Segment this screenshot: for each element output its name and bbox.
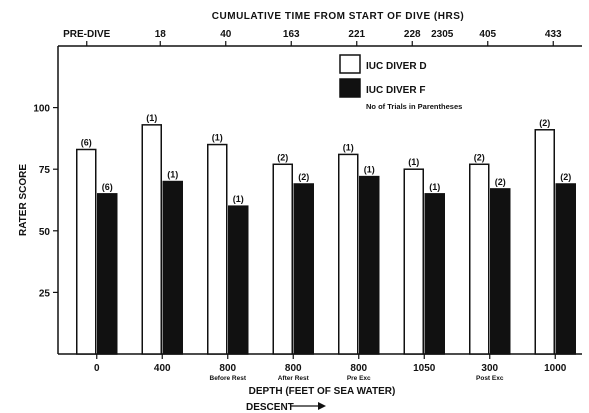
top-tick-label: 2305 [431,29,454,40]
legend-label-diver-f: IUC DIVER F [366,85,425,96]
top-tick-label: 228 [404,29,421,40]
x-tick-label: 800 [350,363,367,374]
bar-diver-f [97,193,118,355]
x-tick-label: 300 [481,363,498,374]
legend: IUC DIVER D IUC DIVER F No of Trials in … [339,54,462,111]
x-tick-sublabel: Pre Exc [347,375,371,382]
top-tick-label: 221 [348,29,365,40]
top-axis-ticks: PRE-DIVE 18 40 163 221 228 2305 405 433 [63,29,562,46]
legend-swatch-diver-f [339,78,361,98]
legend-swatch-diver-d [339,54,361,74]
top-tick-label: 405 [479,29,496,40]
bar-diver-d [272,163,293,355]
trial-label-diver-d: (6) [81,137,92,147]
bar-diver-d [469,163,490,355]
bar-diver-d [76,148,97,355]
bar-diver-f [293,183,314,355]
descent-arrow-icon [290,402,326,410]
y-tick-label: 75 [39,165,51,176]
legend-label-diver-d: IUC DIVER D [366,61,427,72]
trial-label-diver-d: (1) [146,113,157,123]
x-tick-sublabel: After Rest [278,375,310,382]
trial-label-diver-f: (1) [364,165,375,175]
trial-label-diver-d: (1) [343,142,354,152]
x-tick-label: 0 [94,363,100,374]
trial-label-diver-f: (2) [560,172,571,182]
trial-label-diver-d: (1) [212,133,223,143]
y-tick-label: 25 [39,288,51,299]
bar-diver-d [534,129,555,355]
y-tick-label: 50 [39,227,51,238]
x-axis-sublabel: DESCENT [246,402,294,413]
trial-label-diver-d: (2) [539,118,550,128]
x-axis-label: DEPTH (FEET OF SEA WATER) [249,386,396,397]
bar-diver-f [359,175,380,355]
x-tick-sublabel: Before Rest [210,375,247,382]
top-tick-label: 40 [220,29,232,40]
x-tick-sublabel: Post Exc [476,375,504,382]
top-axis-title: CUMULATIVE TIME FROM START OF DIVE (HRS) [212,11,464,22]
bars: (6) (6) (1) (1) (1) (1) (2) (2) (1) (1) (1) (1) (2) (… [76,113,576,355]
trial-label-diver-f: (1) [233,194,244,204]
x-tick-label: 1050 [413,363,436,374]
y-axis-label: RATER SCORE [18,164,29,236]
top-tick-label: 18 [155,29,167,40]
trial-label-diver-d: (2) [474,152,485,162]
trial-label-diver-f: (2) [495,177,506,187]
trial-label-diver-f: (2) [298,172,309,182]
bar-diver-f [490,188,511,355]
trial-label-diver-f: (1) [429,182,440,192]
bar-diver-f [555,183,576,355]
bar-diver-d [338,153,359,355]
x-tick-label: 400 [154,363,171,374]
trial-label-diver-d: (1) [408,157,419,167]
bar-diver-f [228,205,249,355]
bar-diver-d [403,168,424,355]
top-tick-label: 163 [283,29,300,40]
x-tick-label: 800 [219,363,236,374]
bar-diver-f [162,180,183,355]
y-axis-ticks: 25 50 75 100 [33,104,58,299]
y-tick-label: 100 [33,104,50,115]
legend-note: No of Trials in Parentheses [366,102,462,111]
top-tick-label: 433 [545,29,562,40]
trial-label-diver-d: (2) [277,152,288,162]
x-tick-label: 1000 [544,363,567,374]
top-tick-label: PRE-DIVE [63,29,111,40]
bar-diver-d [207,143,228,355]
bar-diver-d [141,124,162,355]
bar-diver-f [424,193,445,355]
trial-label-diver-f: (1) [167,170,178,180]
trial-label-diver-f: (6) [102,182,113,192]
x-tick-label: 800 [285,363,302,374]
